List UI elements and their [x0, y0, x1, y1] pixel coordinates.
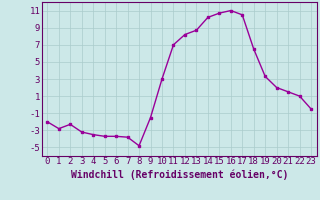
- X-axis label: Windchill (Refroidissement éolien,°C): Windchill (Refroidissement éolien,°C): [70, 169, 288, 180]
